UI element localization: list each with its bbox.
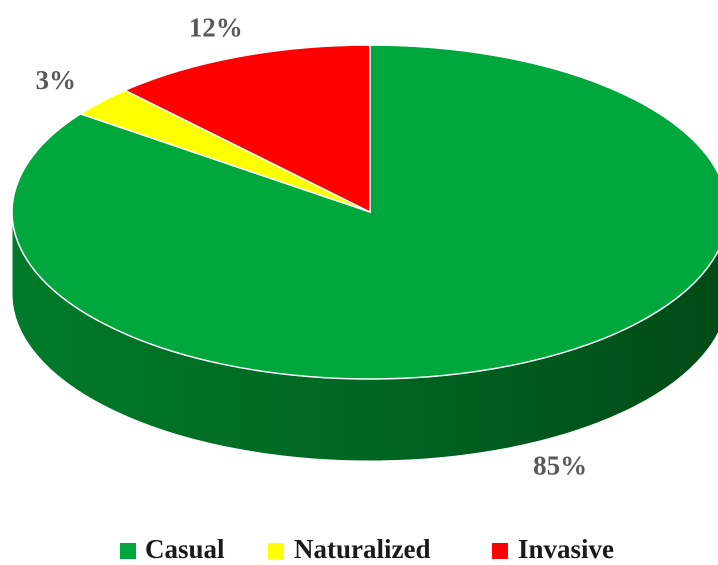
legend-swatch xyxy=(492,543,508,559)
data-label: 12% xyxy=(189,13,243,43)
data-label: 3% xyxy=(36,65,77,95)
legend-swatch xyxy=(268,543,284,559)
pie-slice xyxy=(123,44,371,214)
legend-label: Invasive xyxy=(518,534,614,564)
legend-swatch xyxy=(120,543,136,559)
data-label: 85% xyxy=(533,450,587,480)
pie-slice xyxy=(11,44,718,380)
legend-label: Casual xyxy=(145,534,225,564)
legend-label: Naturalized xyxy=(294,534,430,564)
